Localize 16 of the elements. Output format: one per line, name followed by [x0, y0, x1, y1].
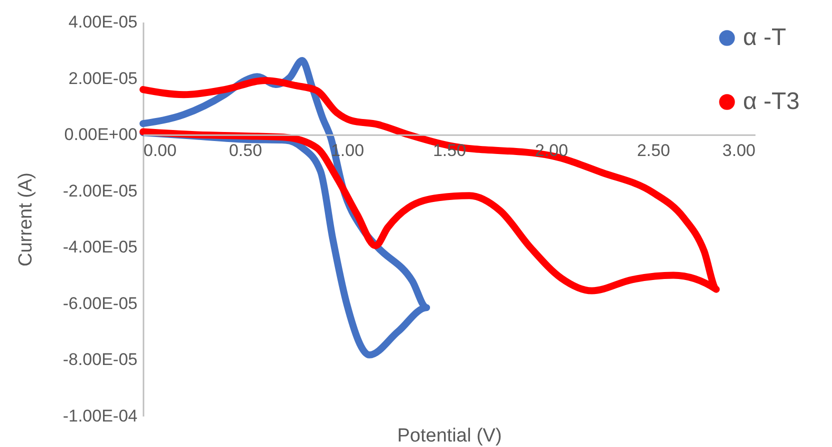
y-tick-label: -8.00E-05	[62, 350, 138, 370]
y-tick-label: 2.00E-05	[68, 68, 138, 88]
y-tick-label: 4.00E-05	[68, 12, 138, 32]
y-tick-label: -1.00E-04	[62, 406, 138, 426]
y-tick-label: 0.00E+00	[64, 125, 138, 144]
x-tick-label: 0.00	[144, 141, 177, 160]
x-tick-label: 0.50	[228, 141, 262, 160]
legend-label: α -T3	[743, 88, 800, 115]
y-axis-title: Current (A)	[16, 172, 36, 266]
x-tick-label: 3.00	[722, 141, 756, 160]
y-tick-label: -2.00E-05	[62, 181, 138, 200]
y-tick-label: -4.00E-05	[62, 238, 138, 257]
y-tick-label: -6.00E-05	[62, 294, 138, 313]
legend-label: α -T	[743, 24, 787, 51]
x-axis-title: Potential (V)	[397, 426, 502, 446]
x-tick-label: 2.50	[636, 141, 670, 160]
